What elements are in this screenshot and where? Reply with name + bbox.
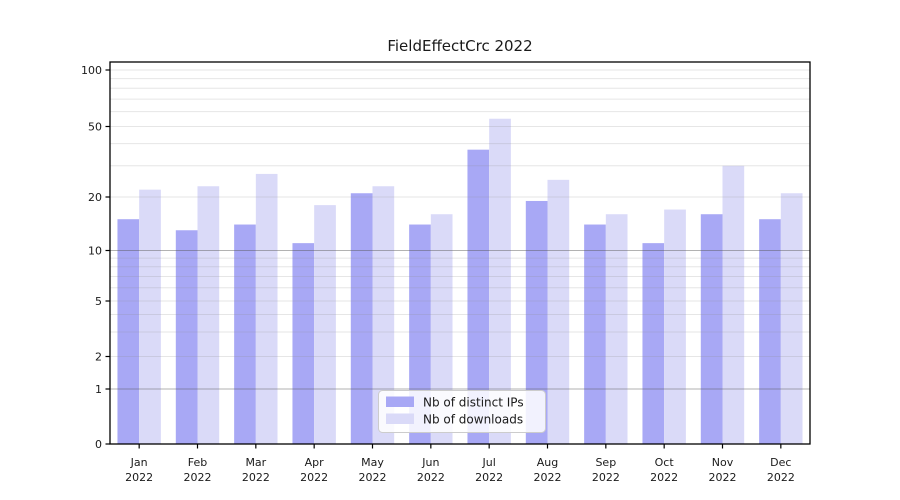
bar-distinct-ips-jun	[409, 224, 431, 444]
x-tick-month-oct: Oct	[655, 456, 675, 469]
y-tick-label-10: 10	[88, 245, 102, 258]
y-tick-label-100: 100	[81, 64, 102, 77]
x-tick-month-feb: Feb	[188, 456, 207, 469]
x-tick-month-jul: Jul	[482, 456, 496, 469]
legend-label-distinct-ips: Nb of distinct IPs	[423, 396, 524, 410]
ticks-layer: 0 1 2 5 10 20 50 100 Jan 2022 Feb 2022 Mar 2022 Apr 202…	[81, 64, 795, 484]
x-tick-year-dec: 2022	[767, 471, 795, 484]
x-tick-year-nov: 2022	[709, 471, 737, 484]
bar-distinct-ips-oct	[642, 243, 665, 444]
x-tick-month-aug: Aug	[537, 456, 558, 469]
y-tick-label-5: 5	[95, 295, 102, 308]
chart-title: FieldEffectCrc 2022	[387, 37, 532, 55]
x-tick-year-apr: 2022	[300, 471, 328, 484]
x-tick-year-oct: 2022	[650, 471, 678, 484]
x-tick-year-feb: 2022	[184, 471, 212, 484]
legend-box	[378, 390, 546, 433]
x-tick-year-aug: 2022	[534, 471, 562, 484]
bar-downloads-nov	[722, 165, 745, 444]
y-tick-label-0: 0	[95, 438, 102, 451]
bar-distinct-ips-jan	[117, 219, 140, 444]
bar-downloads-feb	[197, 186, 220, 444]
bar-distinct-ips-may	[350, 193, 373, 444]
bar-distinct-ips-feb	[175, 230, 198, 444]
x-tick-year-jun: 2022	[417, 471, 445, 484]
legend-swatch-downloads	[386, 413, 414, 424]
bar-distinct-ips-sep	[584, 224, 606, 444]
bar-downloads-jan	[139, 189, 161, 444]
bar-downloads-jun	[430, 214, 453, 444]
bars-layer	[117, 118, 803, 445]
bar-distinct-ips-mar	[234, 224, 256, 444]
x-tick-month-mar: Mar	[245, 456, 266, 469]
x-tick-month-sep: Sep	[595, 456, 616, 469]
bar-downloads-may	[372, 186, 395, 444]
y-tick-label-1: 1	[95, 383, 102, 396]
bar-downloads-aug	[547, 179, 570, 445]
bar-downloads-sep	[605, 214, 628, 444]
x-tick-month-nov: Nov	[712, 456, 734, 469]
x-tick-month-may: May	[361, 456, 384, 469]
x-tick-year-jan: 2022	[125, 471, 153, 484]
x-tick-month-dec: Dec	[770, 456, 791, 469]
y-tick-label-2: 2	[95, 351, 102, 364]
x-tick-year-mar: 2022	[242, 471, 270, 484]
x-tick-year-jul: 2022	[475, 471, 503, 484]
bar-distinct-ips-apr	[292, 243, 315, 444]
plot-spines	[109, 61, 811, 445]
x-tick-month-jan: Jan	[130, 456, 148, 469]
bar-downloads-dec	[780, 193, 803, 444]
bar-downloads-oct	[664, 209, 686, 444]
x-tick-month-jun: Jun	[421, 456, 439, 469]
bar-distinct-ips-nov	[700, 214, 723, 444]
y-tick-label-20: 20	[88, 191, 102, 204]
gridlines-layer	[110, 69, 810, 390]
legend-label-downloads: Nb of downloads	[423, 413, 523, 427]
bar-downloads-jul	[489, 118, 511, 444]
bar-downloads-apr	[314, 205, 336, 444]
legend: Nb of distinct IPs Nb of downloads	[378, 390, 546, 433]
bar-distinct-ips-jul	[467, 149, 490, 444]
x-tick-month-apr: Apr	[305, 456, 325, 469]
bar-distinct-ips-aug	[525, 200, 548, 444]
legend-swatch-distinct-ips	[386, 396, 414, 407]
x-tick-year-may: 2022	[359, 471, 387, 484]
x-tick-year-sep: 2022	[592, 471, 620, 484]
y-tick-label-50: 50	[88, 121, 102, 134]
bar-downloads-mar	[255, 173, 278, 444]
bar-distinct-ips-dec	[759, 219, 781, 444]
